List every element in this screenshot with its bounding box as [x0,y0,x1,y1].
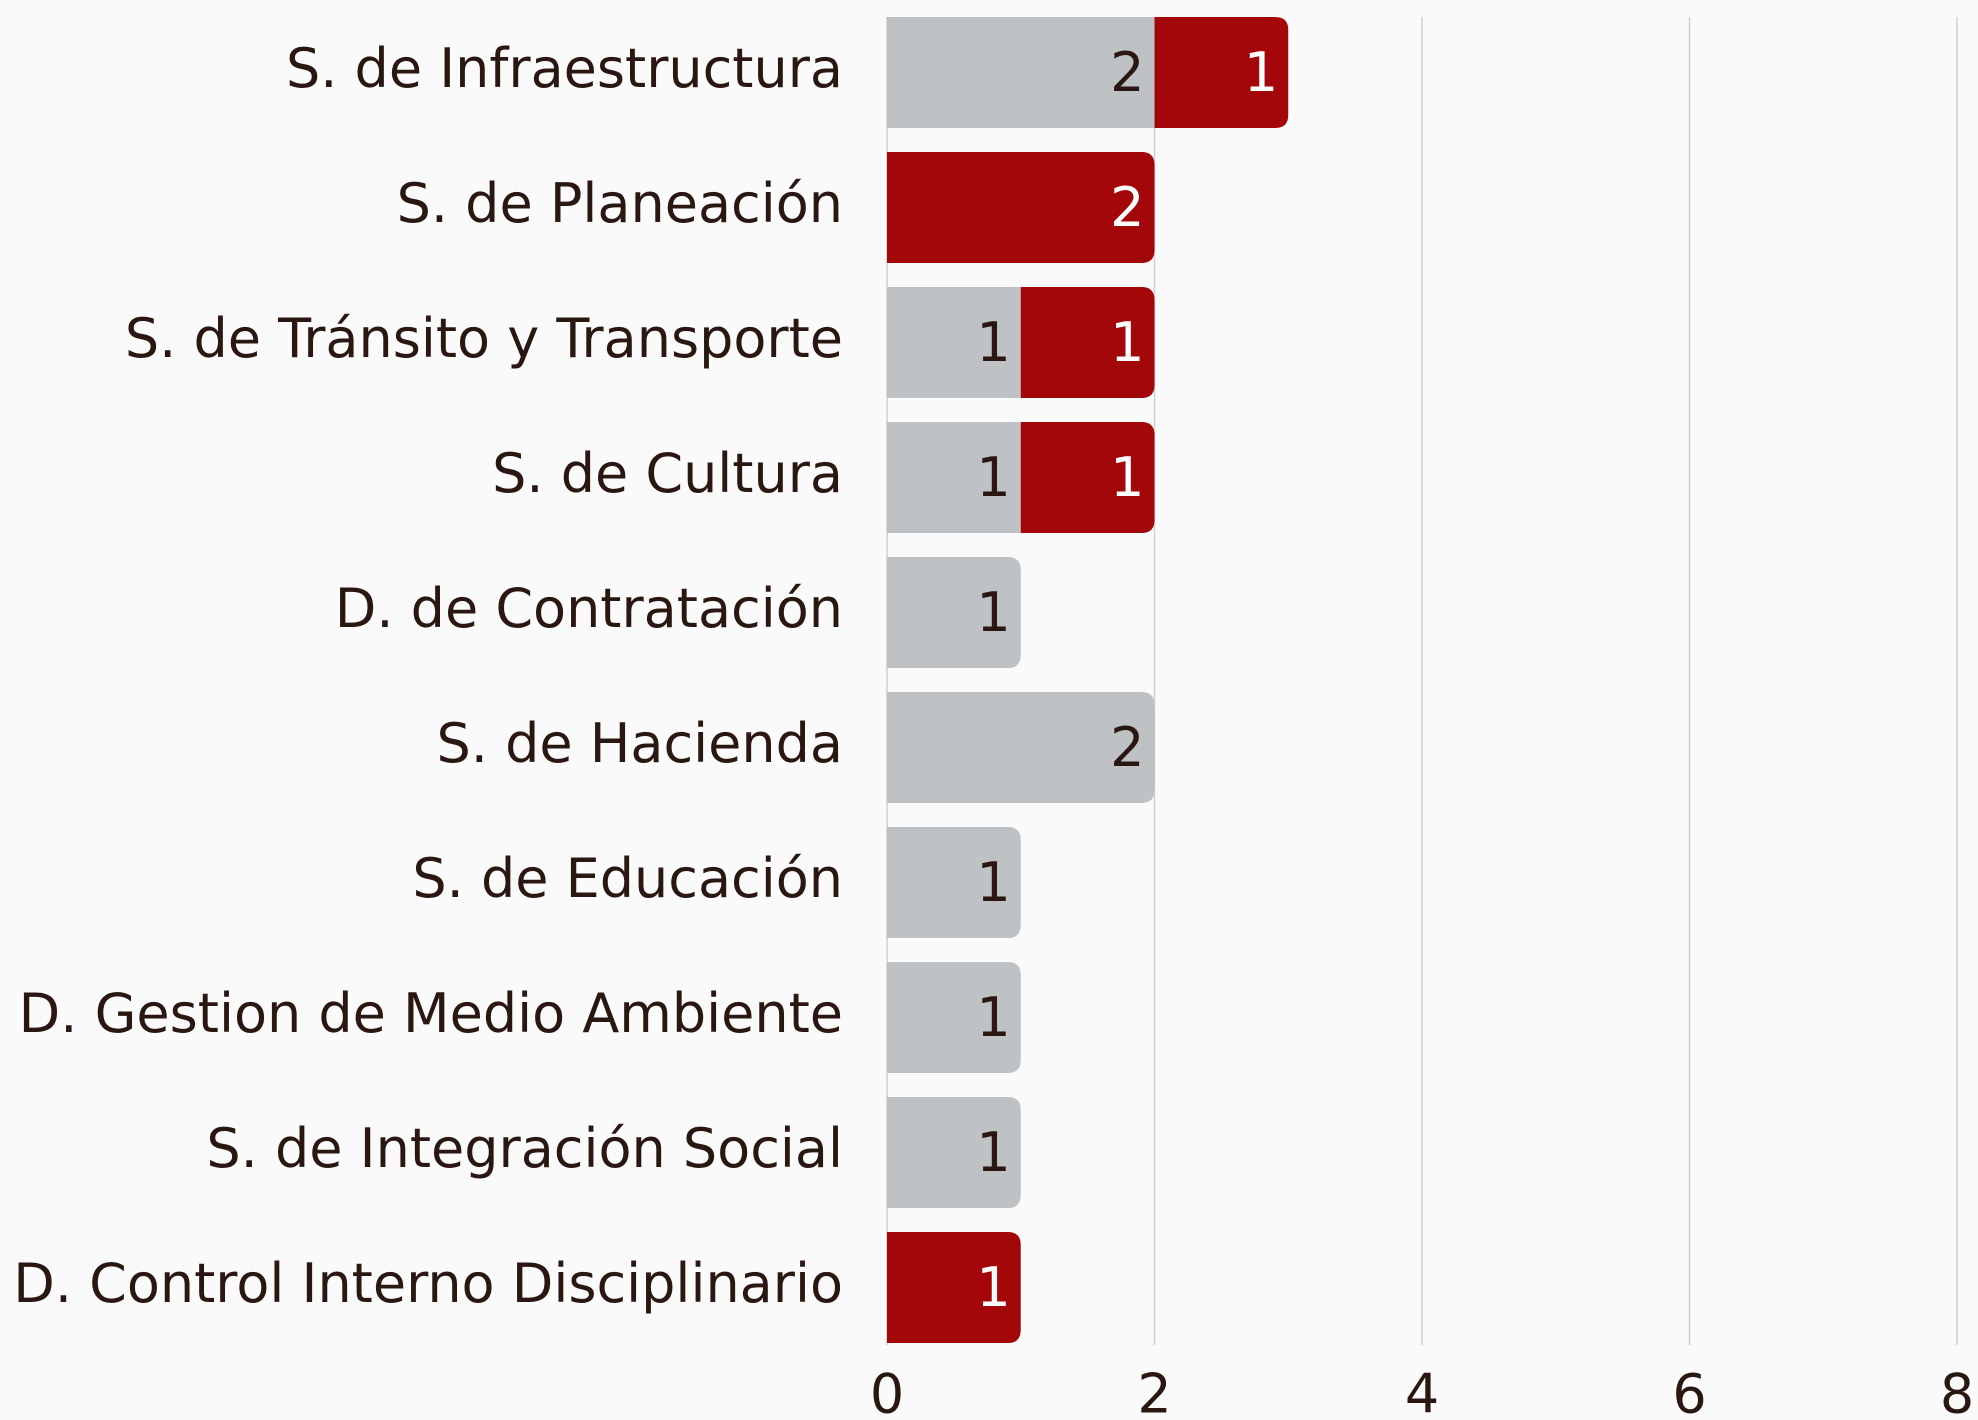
data-label: 2 [1110,41,1144,104]
y-tick-label: S. de Planeación [397,172,843,235]
data-label: 1 [1110,311,1144,374]
x-tick-label: 2 [1137,1363,1171,1420]
y-tick-label: D. de Contratación [335,577,843,640]
data-label: 1 [976,311,1010,374]
x-tick-label: 0 [870,1363,904,1420]
bar-segment [887,1232,1021,1343]
data-label: 1 [1110,446,1144,509]
bar-segment [1154,17,1289,128]
y-tick-label: D. Control Interno Disciplinario [13,1252,843,1315]
bar-segment [887,557,1021,668]
data-label: 2 [1110,716,1144,779]
x-tick-label: 8 [1940,1363,1974,1420]
data-label: 1 [976,986,1010,1049]
y-tick-label: S. de Tránsito y Transporte [125,307,843,370]
data-label: 1 [1244,41,1278,104]
y-tick-label: S. de Infraestructura [286,37,843,100]
bar-segment [1020,422,1155,533]
bar-segment [887,827,1021,938]
data-label: 1 [976,1121,1010,1184]
y-tick-label: S. de Integración Social [206,1117,843,1180]
bar-segment [1020,287,1155,398]
data-label: 2 [1110,176,1144,239]
bar-segment [887,692,1155,803]
x-tick-label: 6 [1672,1363,1706,1420]
data-label: 1 [976,581,1010,644]
y-tick-label: D. Gestion de Medio Ambiente [19,982,843,1045]
bar-segment [887,152,1155,263]
y-tick-label: S. de Educación [412,847,843,910]
y-tick-label: S. de Cultura [492,442,843,505]
bar-segment [887,287,1021,398]
bar-segment [887,17,1155,128]
bar-segment [887,1097,1021,1208]
data-label: 1 [976,851,1010,914]
bar-segment [887,962,1021,1073]
x-tick-label: 4 [1405,1363,1439,1420]
bar-segment [887,422,1021,533]
data-label: 1 [976,446,1010,509]
data-label: 1 [976,1256,1010,1319]
y-tick-label: S. de Hacienda [437,712,843,775]
